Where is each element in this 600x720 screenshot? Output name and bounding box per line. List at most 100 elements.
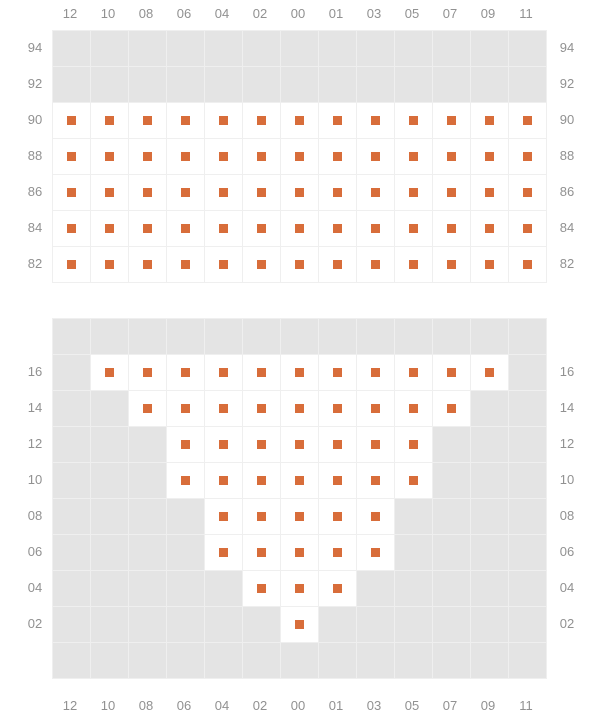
top-cell[interactable]	[432, 174, 471, 211]
bottom-cell[interactable]	[90, 354, 129, 391]
bottom-cell[interactable]	[318, 534, 357, 571]
top-cell[interactable]	[432, 246, 471, 283]
top-cell[interactable]	[470, 246, 509, 283]
top-cell[interactable]	[128, 102, 167, 139]
top-cell[interactable]	[394, 174, 433, 211]
bottom-cell[interactable]	[204, 390, 243, 427]
top-cell[interactable]	[432, 138, 471, 175]
top-cell[interactable]	[204, 138, 243, 175]
bottom-cell[interactable]	[280, 426, 319, 463]
top-cell[interactable]	[242, 210, 281, 247]
top-cell[interactable]	[356, 174, 395, 211]
bottom-cell[interactable]	[470, 354, 509, 391]
top-cell[interactable]	[204, 102, 243, 139]
top-cell[interactable]	[52, 138, 91, 175]
bottom-cell[interactable]	[394, 426, 433, 463]
top-cell[interactable]	[52, 210, 91, 247]
top-cell[interactable]	[128, 138, 167, 175]
top-cell[interactable]	[128, 246, 167, 283]
bottom-cell[interactable]	[280, 462, 319, 499]
bottom-cell[interactable]	[318, 462, 357, 499]
top-cell[interactable]	[356, 246, 395, 283]
top-cell[interactable]	[508, 102, 547, 139]
bottom-cell[interactable]	[128, 390, 167, 427]
bottom-cell[interactable]	[394, 462, 433, 499]
top-cell[interactable]	[280, 102, 319, 139]
bottom-cell[interactable]	[166, 354, 205, 391]
top-cell[interactable]	[128, 210, 167, 247]
top-cell[interactable]	[242, 246, 281, 283]
top-cell[interactable]	[90, 174, 129, 211]
top-cell[interactable]	[242, 138, 281, 175]
bottom-cell[interactable]	[318, 426, 357, 463]
bottom-cell[interactable]	[356, 390, 395, 427]
top-cell[interactable]	[508, 174, 547, 211]
top-cell[interactable]	[280, 210, 319, 247]
top-cell[interactable]	[52, 102, 91, 139]
bottom-cell[interactable]	[280, 534, 319, 571]
bottom-cell[interactable]	[318, 390, 357, 427]
top-cell[interactable]	[470, 138, 509, 175]
bottom-cell[interactable]	[280, 570, 319, 607]
bottom-cell[interactable]	[242, 462, 281, 499]
bottom-cell[interactable]	[204, 426, 243, 463]
top-cell[interactable]	[356, 210, 395, 247]
bottom-cell[interactable]	[242, 426, 281, 463]
bottom-cell[interactable]	[204, 534, 243, 571]
bottom-cell[interactable]	[318, 498, 357, 535]
top-cell[interactable]	[356, 102, 395, 139]
top-cell[interactable]	[166, 174, 205, 211]
top-cell[interactable]	[166, 246, 205, 283]
bottom-cell[interactable]	[166, 390, 205, 427]
top-cell[interactable]	[128, 174, 167, 211]
top-cell[interactable]	[90, 210, 129, 247]
bottom-cell[interactable]	[318, 354, 357, 391]
bottom-cell[interactable]	[356, 354, 395, 391]
bottom-cell[interactable]	[242, 498, 281, 535]
top-cell[interactable]	[318, 246, 357, 283]
top-cell[interactable]	[432, 210, 471, 247]
top-cell[interactable]	[166, 210, 205, 247]
top-cell[interactable]	[90, 138, 129, 175]
bottom-cell[interactable]	[280, 390, 319, 427]
bottom-cell[interactable]	[394, 390, 433, 427]
top-cell[interactable]	[90, 102, 129, 139]
bottom-cell[interactable]	[356, 534, 395, 571]
top-cell[interactable]	[318, 210, 357, 247]
top-cell[interactable]	[470, 174, 509, 211]
top-cell[interactable]	[204, 210, 243, 247]
top-cell[interactable]	[52, 246, 91, 283]
top-cell[interactable]	[318, 102, 357, 139]
bottom-cell[interactable]	[242, 570, 281, 607]
bottom-cell[interactable]	[432, 354, 471, 391]
top-cell[interactable]	[394, 102, 433, 139]
top-cell[interactable]	[394, 246, 433, 283]
top-cell[interactable]	[52, 174, 91, 211]
bottom-cell[interactable]	[280, 498, 319, 535]
top-cell[interactable]	[242, 102, 281, 139]
top-cell[interactable]	[394, 210, 433, 247]
top-cell[interactable]	[394, 138, 433, 175]
top-cell[interactable]	[508, 246, 547, 283]
top-cell[interactable]	[166, 102, 205, 139]
bottom-cell[interactable]	[128, 354, 167, 391]
top-cell[interactable]	[280, 174, 319, 211]
bottom-cell[interactable]	[356, 498, 395, 535]
bottom-cell[interactable]	[242, 390, 281, 427]
top-cell[interactable]	[204, 174, 243, 211]
top-cell[interactable]	[280, 138, 319, 175]
bottom-cell[interactable]	[204, 354, 243, 391]
bottom-cell[interactable]	[318, 570, 357, 607]
top-cell[interactable]	[356, 138, 395, 175]
bottom-cell[interactable]	[394, 354, 433, 391]
bottom-cell[interactable]	[356, 462, 395, 499]
bottom-cell[interactable]	[204, 462, 243, 499]
bottom-cell[interactable]	[166, 426, 205, 463]
bottom-cell[interactable]	[280, 354, 319, 391]
bottom-cell[interactable]	[280, 606, 319, 643]
bottom-cell[interactable]	[432, 390, 471, 427]
top-cell[interactable]	[318, 138, 357, 175]
top-cell[interactable]	[318, 174, 357, 211]
top-cell[interactable]	[166, 138, 205, 175]
bottom-cell[interactable]	[356, 426, 395, 463]
